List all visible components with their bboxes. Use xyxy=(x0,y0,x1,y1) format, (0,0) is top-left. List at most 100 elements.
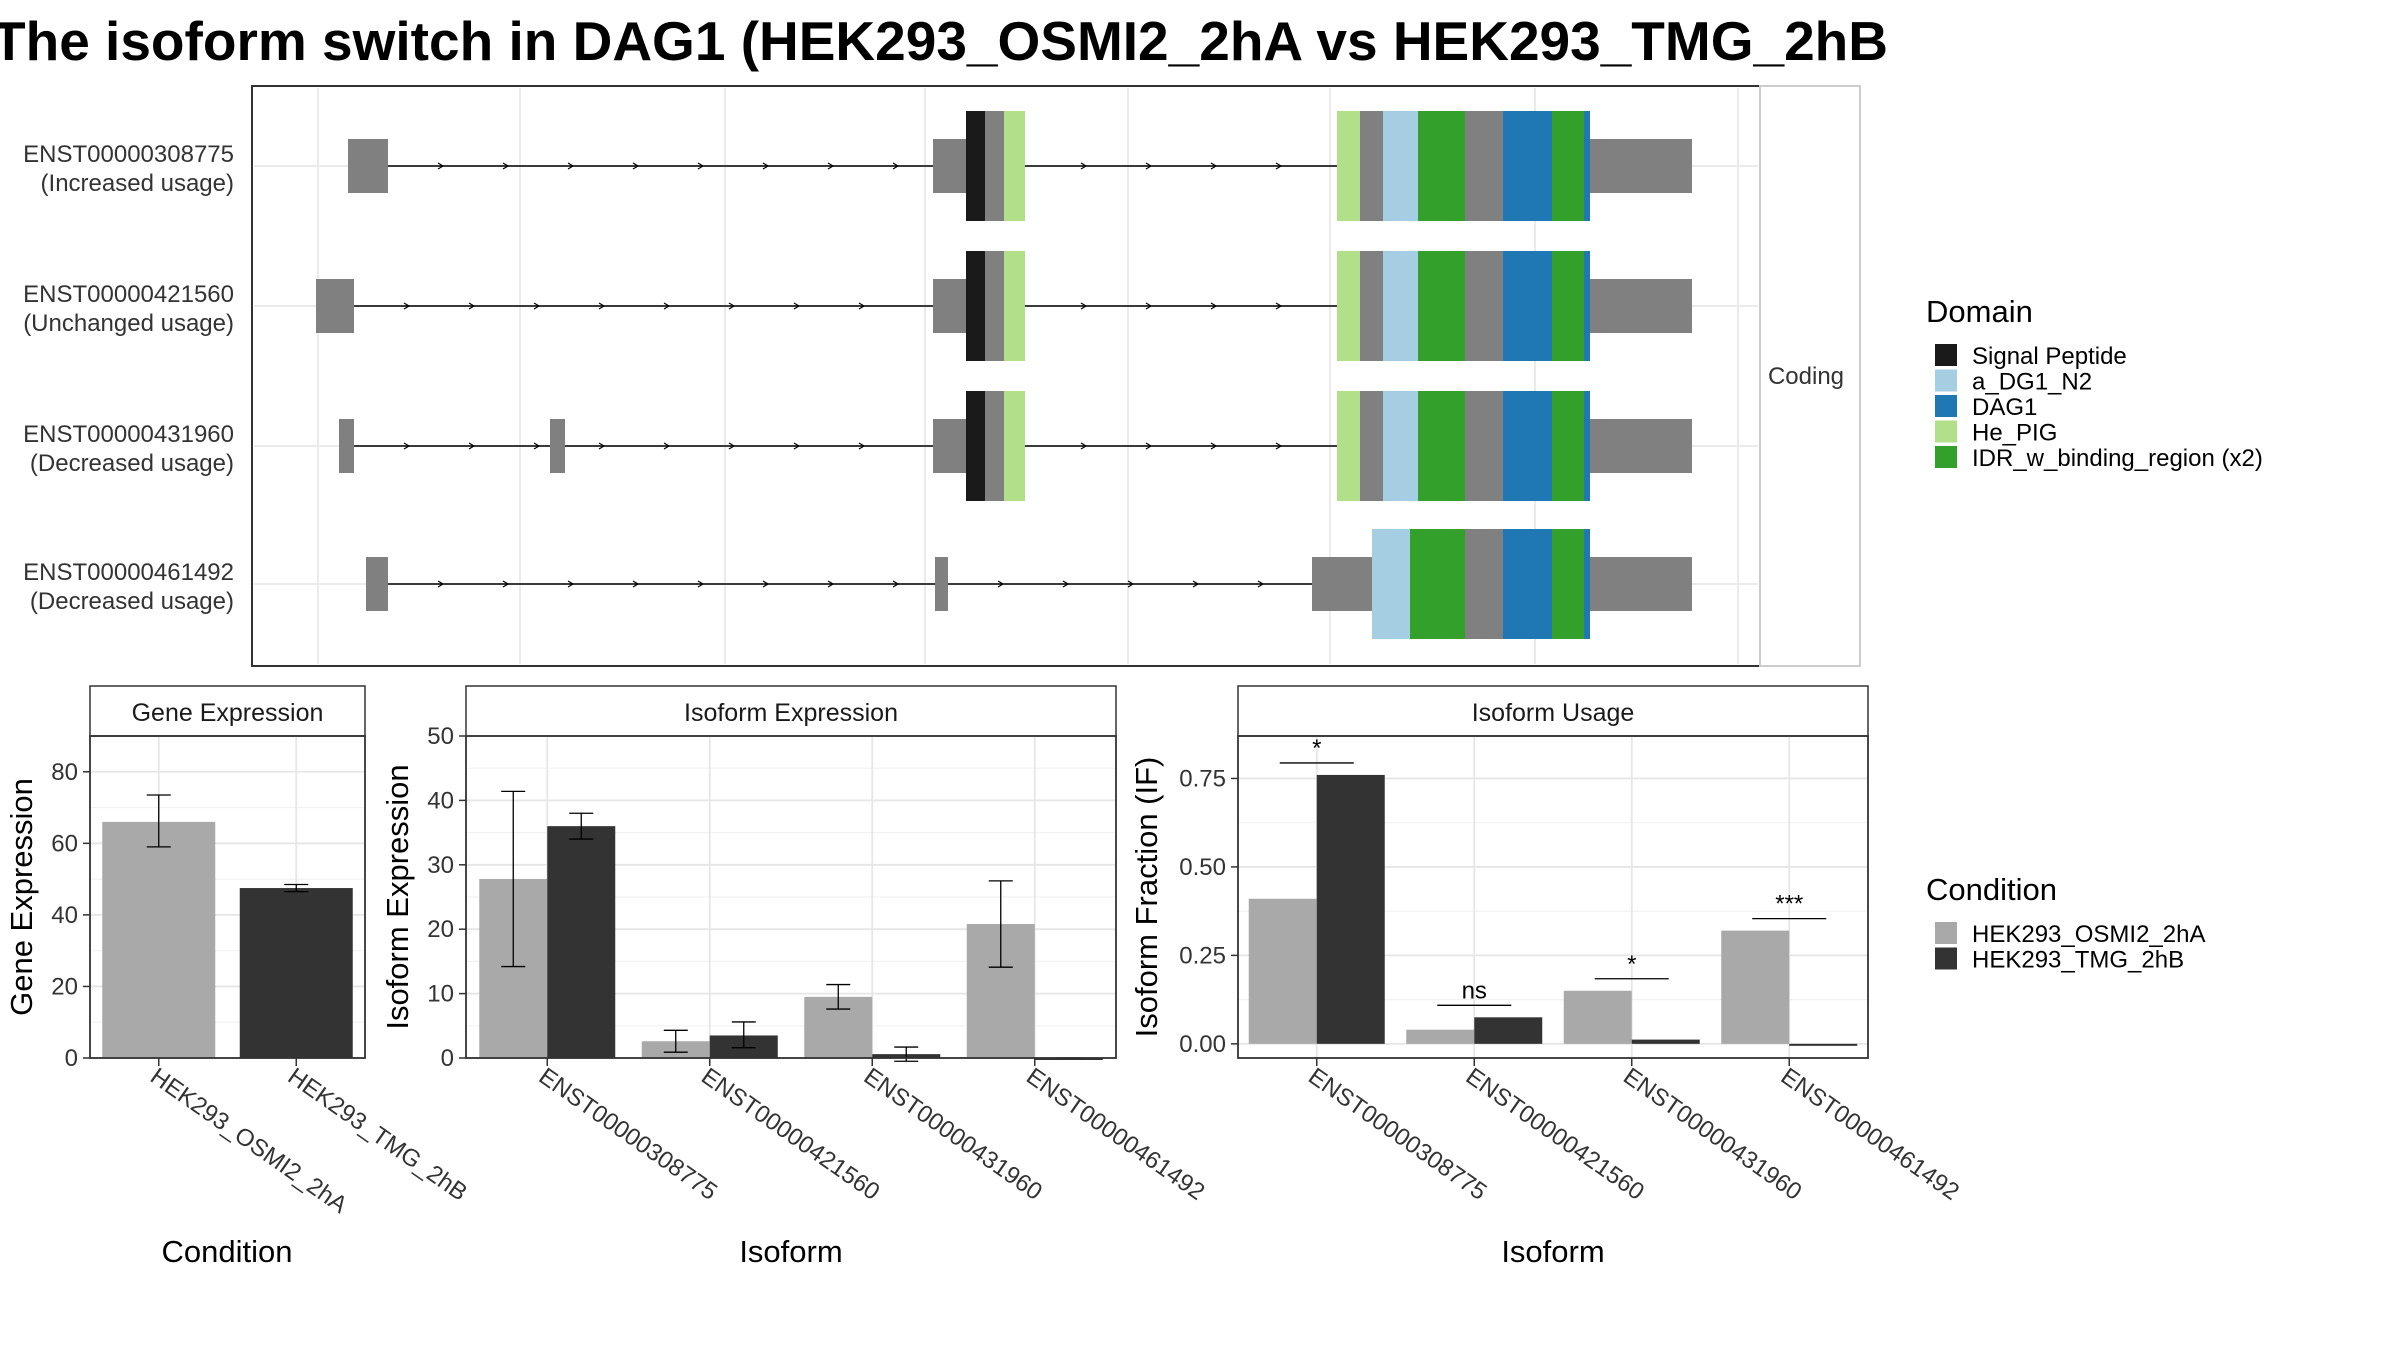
coding-strip-label: Coding xyxy=(1768,363,1844,390)
domain-legend-swatch xyxy=(1935,446,1957,468)
coding-segment xyxy=(1372,529,1410,639)
strand-arrow xyxy=(502,162,510,170)
domain-legend-swatch xyxy=(1935,344,1957,366)
strand-arrow xyxy=(858,302,866,310)
utr-exon xyxy=(550,419,565,473)
y-tick-label: 0.75 xyxy=(1179,765,1226,792)
strand-arrow xyxy=(598,442,606,450)
condition-legend-title: Condition xyxy=(1926,872,2057,907)
coding-segment xyxy=(1503,111,1552,221)
strand-arrow xyxy=(403,442,411,450)
coding-segment xyxy=(1360,111,1383,221)
transcript-labels: ENST00000308775(Increased usage) ENST0000… xyxy=(23,141,234,615)
coding-segment xyxy=(1418,111,1465,221)
domain-legend-swatch xyxy=(1935,420,1957,443)
condition-legend-label: HEK293_OSMI2_2hA xyxy=(1972,921,2205,948)
x-tick-label: ENST00000421560 xyxy=(696,1063,884,1206)
coding-segment xyxy=(966,251,985,361)
coding-segment xyxy=(1465,111,1503,221)
error-bar xyxy=(284,883,309,893)
coding-segment xyxy=(1337,391,1360,501)
x-axis-title: Isoform xyxy=(739,1234,842,1269)
y-axis-title: Gene Expression xyxy=(4,778,39,1016)
bar xyxy=(1789,1043,1858,1046)
significance-label: *** xyxy=(1775,891,1803,918)
coding-segment xyxy=(1465,529,1503,639)
coding-segment xyxy=(985,391,1004,501)
bar xyxy=(1406,1029,1475,1044)
strand-arrow xyxy=(663,302,671,310)
panel-strip xyxy=(89,685,366,737)
y-axis-title: Isoform Expression xyxy=(380,764,415,1029)
domain-legend-label: a_DG1_N2 xyxy=(1972,369,2092,396)
strand-arrow xyxy=(533,302,541,310)
x-tick-label: ENST00000308775 xyxy=(534,1063,722,1206)
transcript-id-label: ENST00000431960 xyxy=(23,421,234,448)
utr-exon xyxy=(366,557,388,611)
y-tick-label: 80 xyxy=(51,759,78,786)
y-tick-label: 50 xyxy=(427,723,454,750)
y-tick-label: 10 xyxy=(427,981,454,1008)
domain-legend-label: He_PIG xyxy=(1972,420,2057,447)
transcript-track xyxy=(348,111,1692,221)
coding-segment xyxy=(1552,111,1584,221)
coding-segment xyxy=(1312,557,1372,611)
panel-border xyxy=(1237,735,1869,1059)
strand-arrow xyxy=(403,302,411,310)
error-bar xyxy=(146,794,171,848)
domain-legend-label: Signal Peptide xyxy=(1972,343,2127,370)
coding-segment xyxy=(1410,529,1465,639)
y-tick-label: 20 xyxy=(51,973,78,1000)
error-bar xyxy=(501,790,526,968)
coding-segment xyxy=(1503,529,1552,639)
domain-legend-title: Domain xyxy=(1926,294,2033,329)
coding-segment xyxy=(1584,391,1590,501)
isoform-usage-panel: Isoform Usage0.000.250.500.75*ns****ENST… xyxy=(1129,685,1964,1269)
strand-arrow xyxy=(567,580,575,588)
strand-arrow xyxy=(1080,442,1088,450)
coding-segment xyxy=(1337,111,1360,221)
coding-segment xyxy=(966,391,985,501)
coding-segment xyxy=(1552,529,1584,639)
coding-segment xyxy=(1418,251,1465,361)
strand-arrow xyxy=(663,442,671,450)
coding-segment xyxy=(1004,391,1025,501)
strand-arrow xyxy=(1210,162,1218,170)
strand-arrow xyxy=(697,580,705,588)
transcript-track xyxy=(366,529,1692,639)
strand-arrow xyxy=(892,162,900,170)
domain-legend-swatch xyxy=(1935,395,1957,417)
strand-arrow xyxy=(1210,442,1218,450)
transcript-id-label: ENST00000421560 xyxy=(23,281,234,308)
y-axis-title: Isoform Fraction (IF) xyxy=(1129,757,1164,1038)
y-tick-label: 30 xyxy=(427,852,454,879)
bar xyxy=(1721,930,1790,1044)
utr-exon xyxy=(1590,419,1692,473)
bar xyxy=(1631,1039,1700,1044)
y-tick-label: 40 xyxy=(51,902,78,929)
y-tick-label: 0 xyxy=(65,1045,78,1072)
coding-segment xyxy=(1383,391,1418,501)
bar xyxy=(1474,1017,1543,1044)
coding-segment xyxy=(1383,251,1418,361)
coding-segment xyxy=(1465,251,1503,361)
strand-arrow xyxy=(468,302,476,310)
strand-arrow xyxy=(437,580,445,588)
transcript-track xyxy=(339,391,1692,501)
coding-segment xyxy=(1584,111,1590,221)
strand-arrow xyxy=(793,302,801,310)
coding-segment xyxy=(1584,529,1590,639)
panel-border xyxy=(89,735,366,1059)
bar xyxy=(1316,774,1385,1044)
strand-arrow xyxy=(1127,580,1135,588)
bar xyxy=(102,821,216,1058)
domain-legend-label: IDR_w_binding_region (x2) xyxy=(1972,445,2263,472)
bar xyxy=(239,888,353,1058)
transcript-tracks xyxy=(316,111,1692,639)
strand-arrow xyxy=(762,580,770,588)
utr-exon xyxy=(933,419,966,473)
coding-segment xyxy=(1503,391,1552,501)
strand-arrow xyxy=(1275,162,1283,170)
coding-segment xyxy=(1465,391,1503,501)
utr-exon xyxy=(935,557,948,611)
